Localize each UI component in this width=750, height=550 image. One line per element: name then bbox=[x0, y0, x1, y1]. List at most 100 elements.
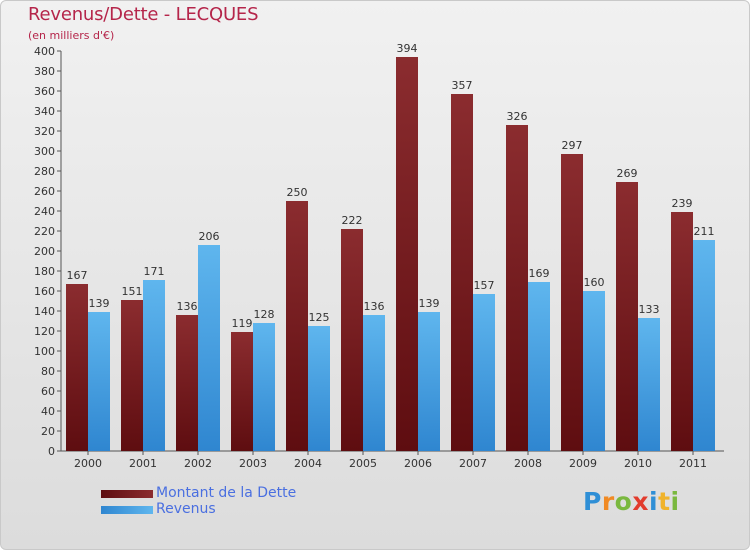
data-label: 326 bbox=[507, 110, 528, 123]
chart-bars bbox=[66, 57, 715, 451]
x-tick-label: 2010 bbox=[624, 457, 652, 470]
logo-letter: P bbox=[583, 487, 602, 516]
data-label: 136 bbox=[177, 300, 198, 313]
bar-revenus bbox=[583, 291, 605, 451]
y-tick-label: 80 bbox=[41, 365, 55, 378]
bar-revenus bbox=[198, 245, 220, 451]
bar-dette bbox=[66, 284, 88, 451]
logo-letter: t bbox=[658, 487, 671, 516]
data-label: 211 bbox=[694, 225, 715, 238]
y-tick-label: 160 bbox=[34, 285, 55, 298]
y-tick-label: 200 bbox=[34, 245, 55, 258]
data-label: 239 bbox=[672, 197, 693, 210]
y-tick-label: 140 bbox=[34, 305, 55, 318]
y-tick-label: 220 bbox=[34, 225, 55, 238]
bar-revenus bbox=[143, 280, 165, 451]
x-tick-label: 2009 bbox=[569, 457, 597, 470]
data-label: 297 bbox=[562, 139, 583, 152]
bar-dette bbox=[561, 154, 583, 451]
logo-letter: x bbox=[632, 487, 649, 516]
data-label: 128 bbox=[254, 308, 275, 321]
logo-letter: i bbox=[649, 487, 659, 516]
x-tick-label: 2008 bbox=[514, 457, 542, 470]
bar-revenus bbox=[253, 323, 275, 451]
bar-dette bbox=[396, 57, 418, 451]
bar-revenus bbox=[88, 312, 110, 451]
chart-title: Revenus/Dette - LECQUES bbox=[28, 4, 259, 25]
y-tick-label: 360 bbox=[34, 85, 55, 98]
logo-letter: i bbox=[670, 487, 680, 516]
bar-dette bbox=[341, 229, 363, 451]
logo-letter: r bbox=[601, 487, 615, 516]
legend-swatch-dette bbox=[101, 490, 153, 498]
x-tick-label: 2011 bbox=[679, 457, 707, 470]
data-label: 139 bbox=[419, 297, 440, 310]
bar-revenus bbox=[638, 318, 660, 451]
y-tick-label: 300 bbox=[34, 145, 55, 158]
y-tick-label: 180 bbox=[34, 265, 55, 278]
data-label: 136 bbox=[364, 300, 385, 313]
data-label: 394 bbox=[397, 42, 418, 55]
data-label: 206 bbox=[199, 230, 220, 243]
x-tick-label: 2007 bbox=[459, 457, 487, 470]
y-tick-label: 120 bbox=[34, 325, 55, 338]
legend-swatch-revenus bbox=[101, 506, 153, 514]
data-label: 250 bbox=[287, 186, 308, 199]
bar-dette bbox=[121, 300, 143, 451]
y-tick-label: 20 bbox=[41, 425, 55, 438]
x-tick-label: 2004 bbox=[294, 457, 322, 470]
chart-subtitle: (en milliers d'€) bbox=[28, 29, 115, 42]
y-tick-label: 40 bbox=[41, 405, 55, 418]
data-label: 171 bbox=[144, 265, 165, 278]
bar-dette bbox=[671, 212, 693, 451]
bar-dette bbox=[451, 94, 473, 451]
chart-axes: 0 20 40 60 80 100 120 140 160 180 200 220 240 260 280 3… bbox=[34, 45, 724, 470]
bar-revenus bbox=[308, 326, 330, 451]
proxiti-logo: Proxiti bbox=[583, 487, 680, 516]
x-tick-label: 2002 bbox=[184, 457, 212, 470]
bar-dette bbox=[616, 182, 638, 451]
data-label: 167 bbox=[67, 269, 88, 282]
data-label: 119 bbox=[232, 317, 253, 330]
data-label: 222 bbox=[342, 214, 363, 227]
legend-label-revenus: Revenus bbox=[156, 501, 216, 517]
y-tick-label: 240 bbox=[34, 205, 55, 218]
y-tick-label: 380 bbox=[34, 65, 55, 78]
bar-revenus bbox=[473, 294, 495, 451]
x-tick-label: 2000 bbox=[74, 457, 102, 470]
bar-dette bbox=[286, 201, 308, 451]
data-label: 169 bbox=[529, 267, 550, 280]
bar-revenus bbox=[693, 240, 715, 451]
data-label: 357 bbox=[452, 79, 473, 92]
x-tick-label: 2006 bbox=[404, 457, 432, 470]
data-label: 133 bbox=[639, 303, 660, 316]
y-tick-label: 260 bbox=[34, 185, 55, 198]
y-tick-label: 60 bbox=[41, 385, 55, 398]
data-label: 269 bbox=[617, 167, 638, 180]
bar-revenus bbox=[528, 282, 550, 451]
bar-dette bbox=[506, 125, 528, 451]
data-label: 151 bbox=[122, 285, 143, 298]
data-label: 157 bbox=[474, 279, 495, 292]
y-tick-label: 100 bbox=[34, 345, 55, 358]
x-tick-label: 2003 bbox=[239, 457, 267, 470]
data-label: 125 bbox=[309, 311, 330, 324]
bar-dette bbox=[176, 315, 198, 451]
y-tick-label: 340 bbox=[34, 105, 55, 118]
data-label: 160 bbox=[584, 276, 605, 289]
y-tick-label: 280 bbox=[34, 165, 55, 178]
bar-dette bbox=[231, 332, 253, 451]
y-tick-label: 320 bbox=[34, 125, 55, 138]
y-tick-label: 0 bbox=[48, 445, 55, 458]
bar-revenus bbox=[363, 315, 385, 451]
x-tick-label: 2001 bbox=[129, 457, 157, 470]
logo-letter: o bbox=[614, 487, 633, 516]
legend-label-dette: Montant de la Dette bbox=[156, 485, 297, 501]
data-label: 139 bbox=[89, 297, 110, 310]
bar-revenus bbox=[418, 312, 440, 451]
x-tick-label: 2005 bbox=[349, 457, 377, 470]
y-tick-label: 400 bbox=[34, 45, 55, 58]
